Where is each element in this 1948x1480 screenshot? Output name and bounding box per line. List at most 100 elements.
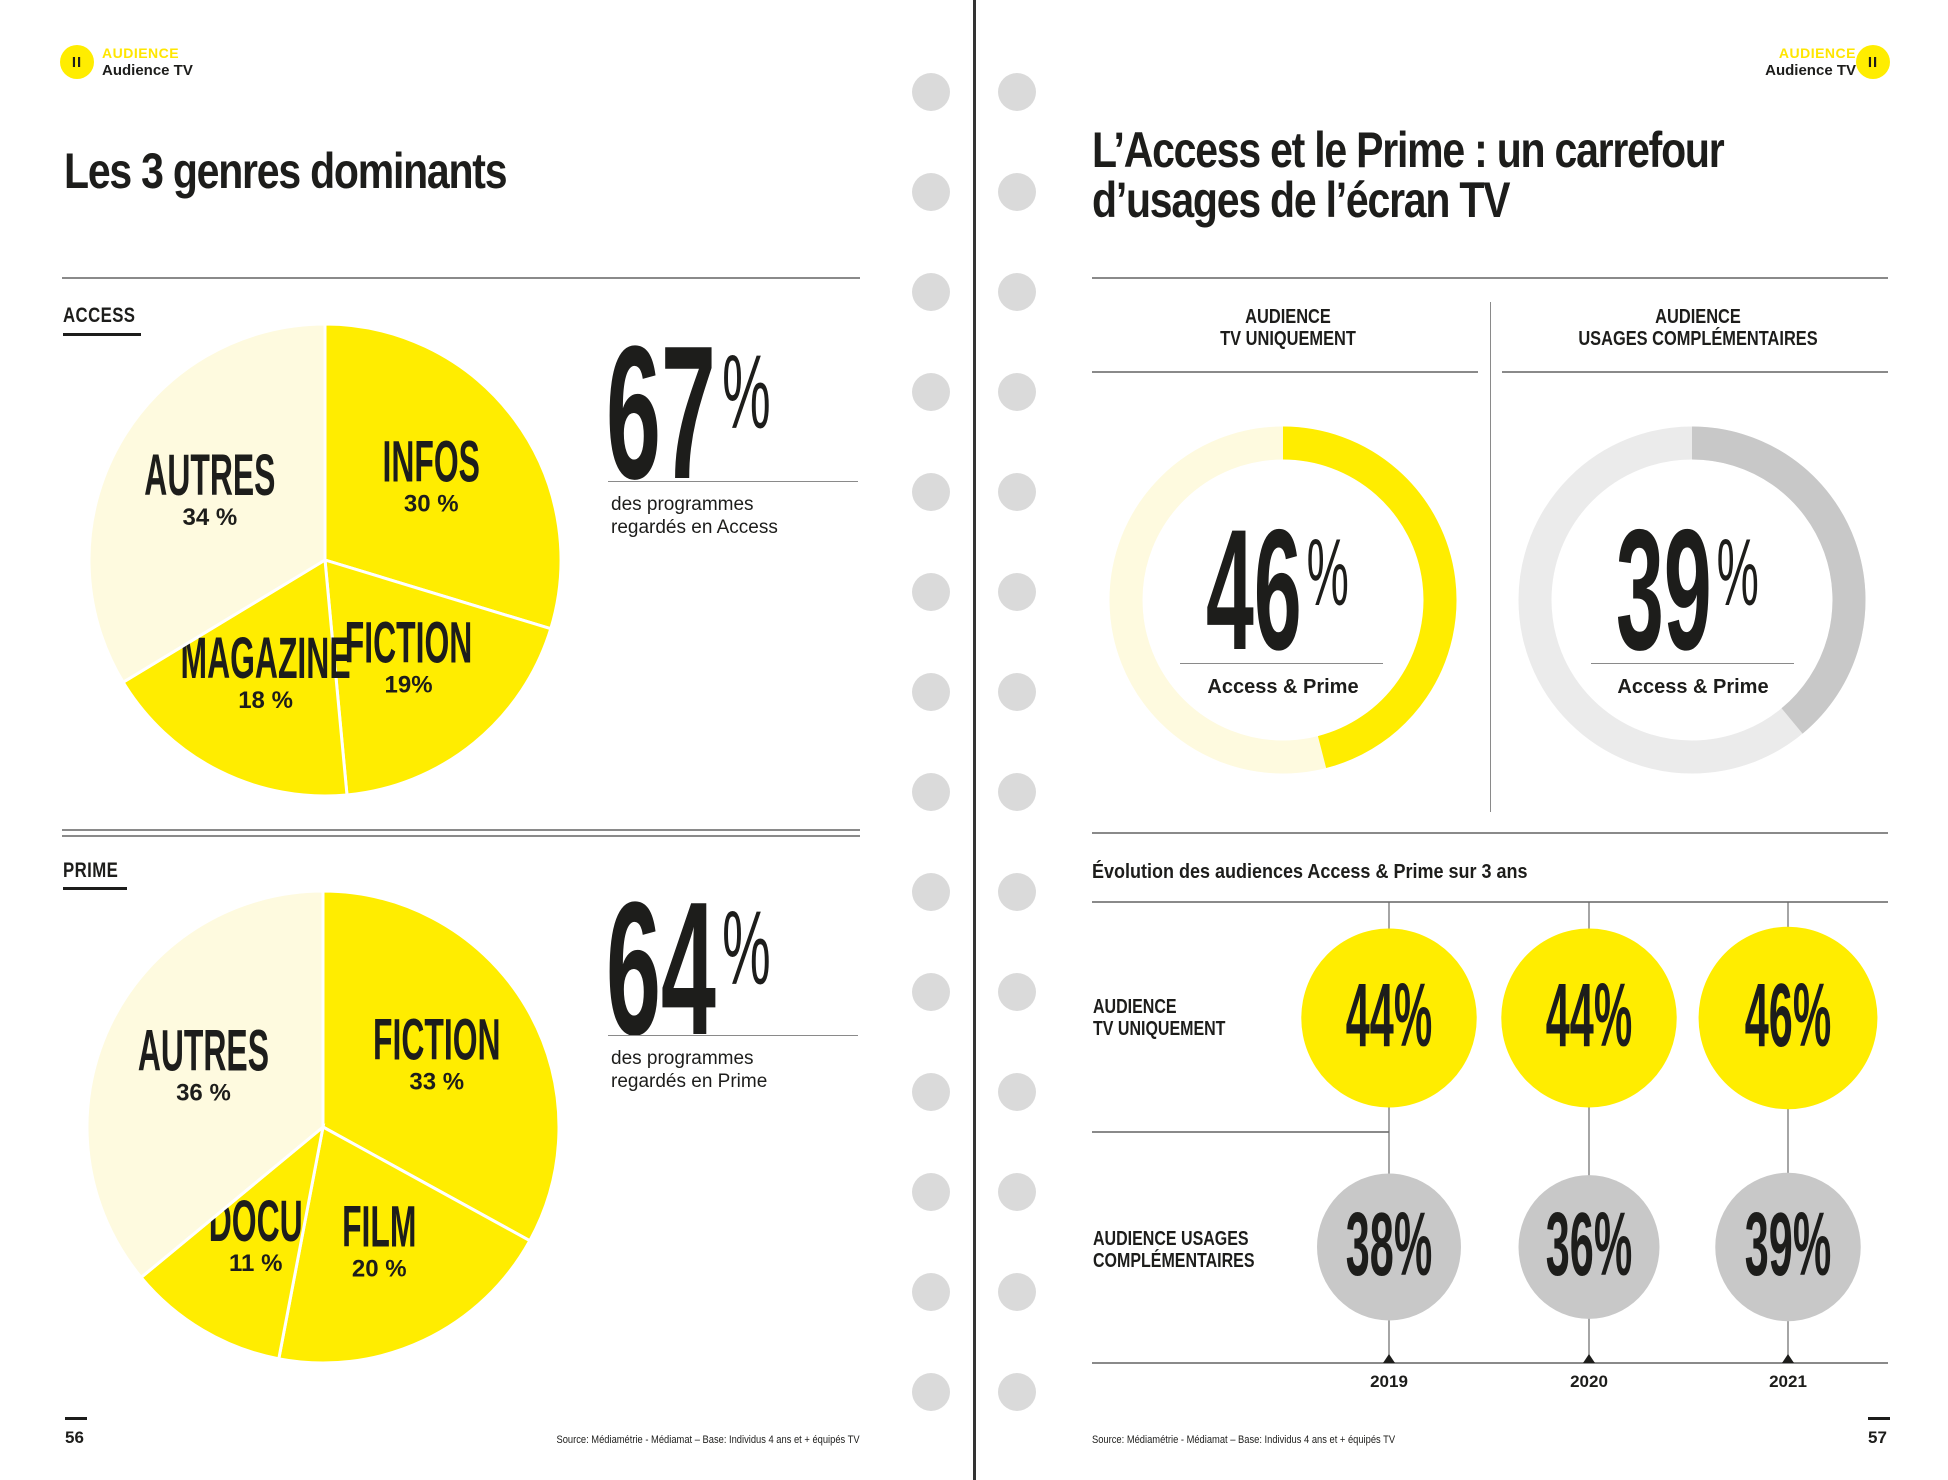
complementary-bubble bbox=[1715, 1172, 1861, 1322]
pie-value-label: 18 % bbox=[238, 687, 293, 714]
bubble-label-group: 46% bbox=[1745, 964, 1831, 1065]
row-label-line1: AUDIENCE bbox=[1093, 996, 1177, 1018]
bubble-value-label: 44% bbox=[1546, 964, 1632, 1065]
section-label-prime: PRIME bbox=[63, 859, 119, 882]
binding-hole bbox=[998, 373, 1036, 411]
row-label-line1: AUDIENCE USAGES bbox=[1093, 1228, 1249, 1250]
tv-only-bubble bbox=[1301, 928, 1477, 1108]
section-underline bbox=[63, 333, 141, 336]
donut-value-arc bbox=[1282, 426, 1457, 769]
complementary-stat-unit: % bbox=[1716, 520, 1759, 626]
binding-hole bbox=[912, 173, 950, 211]
binding-hole bbox=[998, 1373, 1036, 1411]
complementary-bubble bbox=[1518, 1175, 1660, 1319]
section-underline bbox=[63, 887, 127, 890]
section-label-access: ACCESS bbox=[63, 304, 136, 327]
donut-rule bbox=[1591, 663, 1794, 664]
bubble-label-group: 44% bbox=[1346, 964, 1432, 1065]
complementary-stat-value: 39 bbox=[1616, 494, 1712, 686]
pie-slice-docu bbox=[139, 1123, 326, 1361]
header-subtitle: Audience TV bbox=[1765, 62, 1856, 79]
bubble-value-label: 46% bbox=[1745, 964, 1831, 1065]
access-stat-unit: % bbox=[722, 334, 771, 451]
pie-slice-autres bbox=[87, 322, 327, 685]
tv-only-stat-unit: % bbox=[1306, 520, 1349, 626]
access-caption-line2: regardés en Access bbox=[611, 517, 778, 538]
bubble-label-group: 38% bbox=[1346, 1193, 1432, 1294]
binding-hole bbox=[912, 573, 950, 611]
stat-rule bbox=[608, 1035, 858, 1036]
year-label: 2019 bbox=[1370, 1372, 1408, 1391]
source-note: Source: Médiamétrie - Médiamat – Base: I… bbox=[556, 1434, 860, 1446]
binding-hole bbox=[998, 673, 1036, 711]
year-marker bbox=[1583, 1354, 1595, 1363]
divider bbox=[1092, 901, 1888, 903]
complementary-stat: 39% bbox=[1616, 504, 1759, 676]
binding-hole bbox=[912, 773, 950, 811]
access-stat-value: 67 bbox=[606, 307, 716, 519]
pie-value-label: 33 % bbox=[409, 1069, 464, 1096]
binding-hole bbox=[912, 1073, 950, 1111]
binding-hole bbox=[912, 373, 950, 411]
pie-value-label: 11 % bbox=[229, 1250, 282, 1277]
pie-slice-fiction bbox=[321, 889, 561, 1243]
pie-value-label: 19% bbox=[385, 671, 433, 698]
double-divider-bottom bbox=[62, 835, 860, 837]
chapter-badge: II bbox=[1856, 45, 1890, 79]
column-rule bbox=[1092, 371, 1478, 373]
pie-value-label: 34 % bbox=[183, 504, 238, 531]
source-note: Source: Médiamétrie - Médiamat – Base: I… bbox=[1092, 1434, 1396, 1446]
pie-category-label: AUTRES bbox=[144, 443, 275, 507]
bubble-label-group: 39% bbox=[1745, 1193, 1831, 1294]
header-kicker: AUDIENCE bbox=[1778, 45, 1856, 61]
page-number: 57 bbox=[1868, 1428, 1887, 1447]
prime-stat-unit: % bbox=[722, 890, 771, 1007]
binding-hole bbox=[912, 873, 950, 911]
evolution-title: Évolution des audiences Access & Prime s… bbox=[1092, 861, 1528, 883]
pie-value-label: 36 % bbox=[176, 1080, 231, 1107]
pie-value-label: 20 % bbox=[352, 1256, 407, 1283]
binding-hole bbox=[998, 473, 1036, 511]
prime-stat-value: 64 bbox=[606, 863, 716, 1075]
row-label-complementary: AUDIENCE USAGES COMPLÉMENTAIRES bbox=[1093, 1228, 1254, 1272]
year-marker bbox=[1782, 1354, 1794, 1363]
complementary-bubble bbox=[1317, 1173, 1461, 1321]
bubble-label-group: 36% bbox=[1546, 1193, 1632, 1294]
access-stat: 67% bbox=[606, 318, 771, 508]
pie-slice-infos bbox=[323, 322, 563, 631]
binding-hole bbox=[998, 973, 1036, 1011]
binding-hole bbox=[912, 1173, 950, 1211]
binding-hole bbox=[912, 973, 950, 1011]
divider bbox=[62, 277, 860, 279]
pie-slice-magazine bbox=[121, 557, 349, 798]
row-divider bbox=[1092, 1131, 1389, 1133]
prime-caption: des programmes regardés en Prime bbox=[611, 1047, 767, 1093]
page-title-line2: d’usages de l’écran TV bbox=[1092, 172, 1511, 228]
donut-value-arc bbox=[1691, 426, 1866, 734]
pie-slice-autres bbox=[85, 889, 325, 1280]
complementary-label: Access & Prime bbox=[1617, 676, 1769, 698]
page-number: 56 bbox=[65, 1428, 84, 1447]
complementary-donut-chart bbox=[1518, 426, 1866, 774]
binding-hole bbox=[912, 1273, 950, 1311]
pie-category-label: FILM bbox=[342, 1195, 416, 1259]
column-header-line1: AUDIENCE bbox=[1655, 306, 1741, 328]
tv-only-bubble bbox=[1698, 926, 1878, 1110]
pie-category-label: INFOS bbox=[382, 429, 479, 493]
bubble-value-label: 39% bbox=[1745, 1193, 1831, 1294]
column-header-line1: AUDIENCE bbox=[1245, 306, 1331, 328]
binding-hole bbox=[998, 73, 1036, 111]
pie-slice-film bbox=[277, 1124, 532, 1365]
header-subtitle: Audience TV bbox=[102, 62, 193, 79]
column-header-tv-only: AUDIENCE TV UNIQUEMENT bbox=[1165, 306, 1411, 350]
year-marker bbox=[1383, 1354, 1395, 1363]
column-header-line2: TV UNIQUEMENT bbox=[1220, 328, 1356, 350]
stat-rule bbox=[608, 481, 858, 482]
tv-only-stat: 46% bbox=[1206, 504, 1349, 676]
binding-hole bbox=[912, 73, 950, 111]
